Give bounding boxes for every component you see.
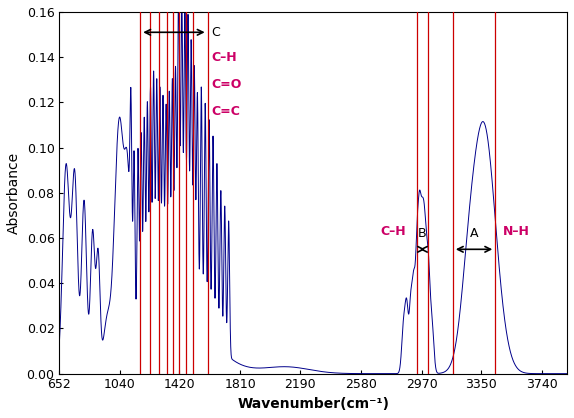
X-axis label: Wavenumber(cm⁻¹): Wavenumber(cm⁻¹) [237,397,389,411]
Text: C–H: C–H [381,225,406,238]
Text: N–H: N–H [503,225,530,238]
Text: C: C [211,26,220,39]
Text: C=O: C=O [211,78,242,91]
Text: C–H: C–H [211,51,237,64]
Text: C=C: C=C [211,105,241,118]
Y-axis label: Absorbance: Absorbance [7,152,21,234]
Text: A: A [470,227,478,240]
Text: B: B [418,227,427,240]
